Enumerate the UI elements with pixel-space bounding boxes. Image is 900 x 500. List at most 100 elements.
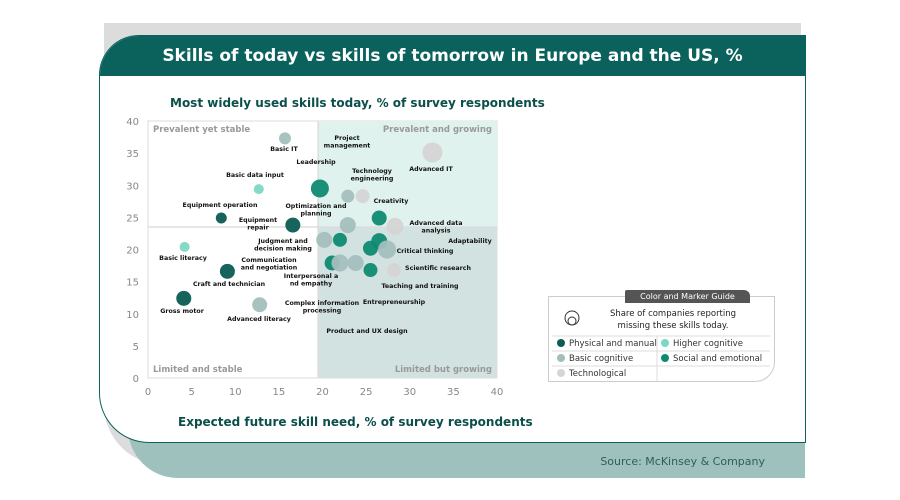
data-label: Complex information processing bbox=[285, 300, 359, 315]
data-point bbox=[332, 232, 347, 247]
x-tick-label: 35 bbox=[447, 387, 460, 398]
data-point bbox=[347, 254, 364, 271]
legend-dot bbox=[557, 354, 565, 362]
data-label: Critical thinking bbox=[397, 248, 454, 255]
y-tick-label: 30 bbox=[126, 181, 139, 192]
data-label: Equipment operation bbox=[183, 202, 258, 209]
data-label-line: Complex information bbox=[285, 300, 359, 307]
x-axis-label: Expected future skill need, % of survey … bbox=[178, 415, 533, 429]
data-label-line: Teaching and training bbox=[381, 283, 458, 290]
data-point bbox=[355, 189, 370, 204]
data-point bbox=[363, 263, 378, 278]
data-label-line: decision making bbox=[254, 246, 312, 253]
data-label-line: Judgment and bbox=[257, 238, 308, 245]
data-label-line: planning bbox=[300, 211, 331, 218]
data-label-line: Equipment operation bbox=[183, 202, 258, 209]
data-point bbox=[362, 240, 378, 256]
x-tick-label: 30 bbox=[403, 387, 416, 398]
data-point bbox=[253, 184, 264, 195]
data-point bbox=[331, 254, 349, 272]
data-label-line: Optimization and bbox=[285, 203, 346, 210]
quadrant-label: Limited but growing bbox=[395, 365, 492, 375]
data-label: Advanced literacy bbox=[227, 316, 291, 323]
data-label-line: repair bbox=[247, 225, 269, 232]
data-label: Equipment repair bbox=[239, 217, 277, 232]
quadrant-label: Prevalent yet stable bbox=[153, 125, 250, 135]
data-label-line: Critical thinking bbox=[397, 248, 454, 255]
x-tick-label: 5 bbox=[188, 387, 194, 398]
data-point bbox=[386, 217, 404, 235]
data-label: Project management bbox=[324, 135, 371, 150]
data-label-line: Advanced literacy bbox=[227, 316, 291, 323]
legend-label: Technological bbox=[569, 369, 627, 379]
legend-label: Social and emotional bbox=[673, 354, 763, 364]
x-tick-label: 10 bbox=[229, 387, 242, 398]
data-point bbox=[422, 142, 443, 163]
legend-dot bbox=[661, 354, 669, 362]
data-label-line: Adaptability bbox=[448, 238, 492, 245]
data-label: Scientific research bbox=[405, 265, 471, 272]
legend-item-basic: Basic cognitive bbox=[557, 354, 633, 364]
data-label-line: and negotiation bbox=[241, 265, 297, 272]
legend-dot bbox=[557, 339, 565, 347]
y-tick-label: 25 bbox=[126, 213, 139, 224]
data-label: Creativity bbox=[374, 198, 409, 205]
x-tick-label: 15 bbox=[273, 387, 286, 398]
data-point bbox=[285, 217, 301, 233]
quadrant-top-right bbox=[318, 121, 497, 228]
y-tick-label: 15 bbox=[126, 278, 139, 289]
data-label-line: Leadership bbox=[296, 159, 336, 166]
data-point bbox=[278, 132, 291, 145]
y-tick-label: 5 bbox=[133, 342, 139, 353]
legend-item-tech: Technological bbox=[557, 369, 626, 379]
data-point bbox=[310, 179, 329, 198]
data-label-line: analysis bbox=[422, 228, 451, 235]
data-label: Basic IT bbox=[270, 146, 298, 153]
data-label-line: Basic literacy bbox=[159, 255, 207, 262]
data-label: Basic data input bbox=[226, 172, 284, 179]
data-label: Communication and negotiation bbox=[241, 257, 297, 272]
x-tick-label: 40 bbox=[491, 387, 504, 398]
data-label-line: Entrepreneurship bbox=[363, 299, 426, 306]
legend-dot bbox=[557, 369, 565, 377]
x-tick-label: 20 bbox=[316, 387, 329, 398]
quadrant-bottom-right bbox=[318, 227, 497, 378]
data-label-line: processing bbox=[303, 308, 342, 315]
data-label-line: Basic data input bbox=[226, 172, 284, 179]
data-point bbox=[371, 210, 387, 226]
data-label-line: Product and UX design bbox=[326, 328, 407, 335]
data-label: Interpersonal a nd empathy bbox=[284, 273, 339, 288]
data-point bbox=[215, 212, 227, 224]
data-label: Craft and technician bbox=[193, 281, 265, 288]
legend-label: Physical and manual bbox=[569, 339, 657, 349]
data-point bbox=[176, 290, 192, 306]
chart-title: Skills of today vs skills of tomorrow in… bbox=[100, 36, 805, 76]
data-label-line: Craft and technician bbox=[193, 281, 265, 288]
data-label-line: Basic IT bbox=[270, 146, 298, 153]
source-text: Source: McKinsey & Company bbox=[600, 455, 765, 468]
y-tick-label: 35 bbox=[126, 149, 139, 160]
data-label-line: Creativity bbox=[374, 198, 409, 205]
data-label-line: Equipment bbox=[239, 217, 277, 224]
size-legend-text: Share of companies reporting missing the… bbox=[609, 309, 737, 331]
data-label-line: Advanced IT bbox=[409, 166, 453, 173]
legend-dot bbox=[661, 339, 669, 347]
data-label: Basic literacy bbox=[159, 255, 207, 262]
legend-item-higher: Higher cognitive bbox=[661, 339, 743, 349]
y-tick-label: 0 bbox=[133, 374, 139, 385]
y-axis-label: Most widely used skills today, % of surv… bbox=[170, 96, 545, 110]
data-label: Advanced data analysis bbox=[410, 220, 463, 235]
y-tick-label: 40 bbox=[126, 117, 139, 128]
data-label: Entrepreneurship bbox=[363, 299, 426, 306]
data-point bbox=[316, 231, 333, 248]
data-label: Teaching and training bbox=[381, 283, 458, 290]
x-tick-label: 25 bbox=[360, 387, 373, 398]
data-label-line: Technology bbox=[352, 168, 392, 175]
y-tick-label: 10 bbox=[126, 310, 139, 321]
data-label-line: Communication bbox=[241, 257, 296, 264]
quadrant-label: Prevalent and growing bbox=[383, 125, 492, 135]
y-tick-label: 20 bbox=[126, 246, 139, 257]
data-label-line: engineering bbox=[351, 176, 394, 183]
data-point bbox=[339, 217, 356, 234]
